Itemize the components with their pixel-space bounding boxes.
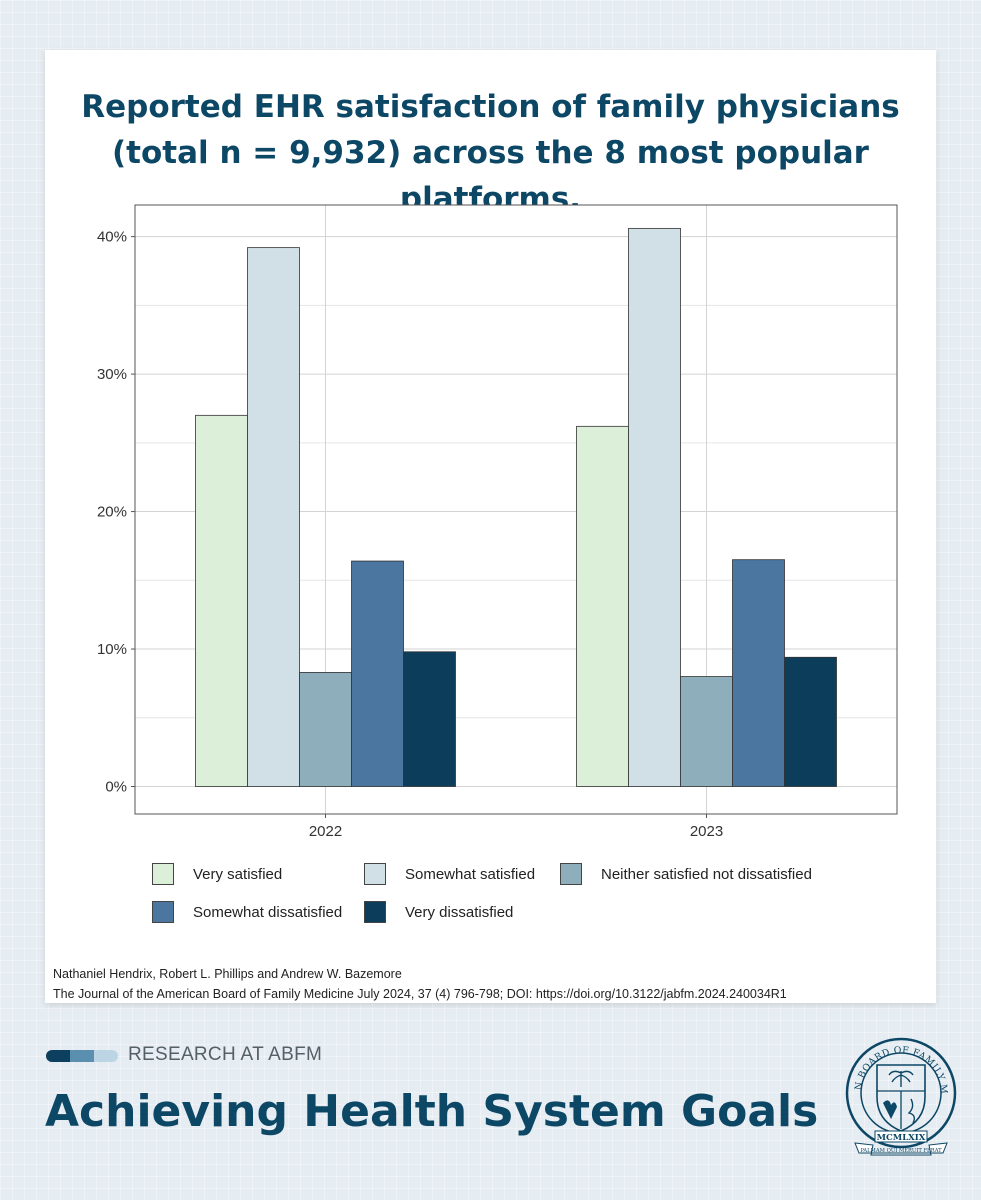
bar-neither-satisfied-not-dissatisfied-2022	[299, 672, 352, 787]
x-tick-label: 2022	[309, 823, 342, 840]
bar-somewhat-dissatisfied-2022	[351, 560, 404, 787]
chart-card: Reported EHR satisfaction of family phys…	[45, 50, 936, 1003]
section-label: RESEARCH AT ABFM	[128, 1044, 323, 1065]
svg-text:PALMAM QUI MERUIT FERAT: PALMAM QUI MERUIT FERAT	[860, 1148, 942, 1154]
citation-authors: Nathaniel Hendrix, Robert L. Phillips an…	[53, 967, 402, 981]
brand-color-bar	[46, 1050, 118, 1062]
bar-chart: 0% 10% 20% 30% 40% 2022 2023	[97, 204, 898, 840]
bar-very-satisfied-2022	[195, 414, 248, 787]
svg-text:MCMLXIX: MCMLXIX	[877, 1133, 926, 1143]
legend-item: Somewhat satisfied	[364, 862, 535, 886]
legend-label: Very dissatisfied	[405, 903, 514, 921]
legend-label: Neither satisfied not dissatisfied	[601, 865, 812, 883]
citation: Nathaniel Hendrix, Robert L. Phillips an…	[53, 964, 787, 1004]
bar-very-satisfied-2023	[576, 425, 629, 787]
x-tick-label: 2023	[690, 823, 723, 840]
bar-neither-satisfied-not-dissatisfied-2023	[680, 676, 733, 787]
legend-swatch	[152, 901, 174, 923]
chart-title: Reported EHR satisfaction of family phys…	[45, 84, 936, 222]
legend-item: Very dissatisfied	[364, 900, 513, 924]
plot-border	[134, 204, 898, 815]
y-tick-label: 0%	[105, 779, 127, 796]
bar-somewhat-satisfied-2023	[628, 227, 681, 787]
chart-title-line-1: Reported EHR satisfaction of family phys…	[81, 89, 900, 125]
bar-very-dissatisfied-2022	[403, 651, 456, 787]
bar-very-dissatisfied-2023	[784, 656, 837, 787]
citation-journal: The Journal of the American Board of Fam…	[53, 987, 787, 1001]
legend-swatch	[152, 863, 174, 885]
y-tick-label: 40%	[97, 229, 127, 246]
brand-bar-segment-2	[70, 1050, 94, 1062]
brand-bar-segment-3	[94, 1050, 118, 1062]
abfm-seal-logo: AMERICAN BOARD OF FAMILY MEDICINE MCMLXI…	[845, 1035, 957, 1156]
bar-somewhat-satisfied-2022	[247, 247, 300, 787]
legend-label: Somewhat satisfied	[405, 865, 536, 883]
y-tick-label: 30%	[97, 366, 127, 383]
chart-title-line-2: (total n = 9,932) across the 8 most popu…	[112, 135, 869, 217]
brand-bar-segment-1	[46, 1050, 70, 1062]
legend-label: Somewhat dissatisfied	[193, 903, 343, 921]
legend-item: Very satisfied	[152, 862, 282, 886]
legend-label: Very satisfied	[193, 865, 283, 883]
bar-somewhat-dissatisfied-2023	[732, 559, 785, 787]
legend-swatch	[364, 901, 386, 923]
legend-swatch	[364, 863, 386, 885]
legend-item: Neither satisfied not dissatisfied	[560, 862, 812, 886]
y-tick-label: 20%	[97, 504, 127, 521]
y-tick-label: 10%	[97, 641, 127, 658]
legend-item: Somewhat dissatisfied	[152, 900, 342, 924]
legend-swatch	[560, 863, 582, 885]
section-headline: Achieving Health System Goals	[45, 1086, 819, 1137]
